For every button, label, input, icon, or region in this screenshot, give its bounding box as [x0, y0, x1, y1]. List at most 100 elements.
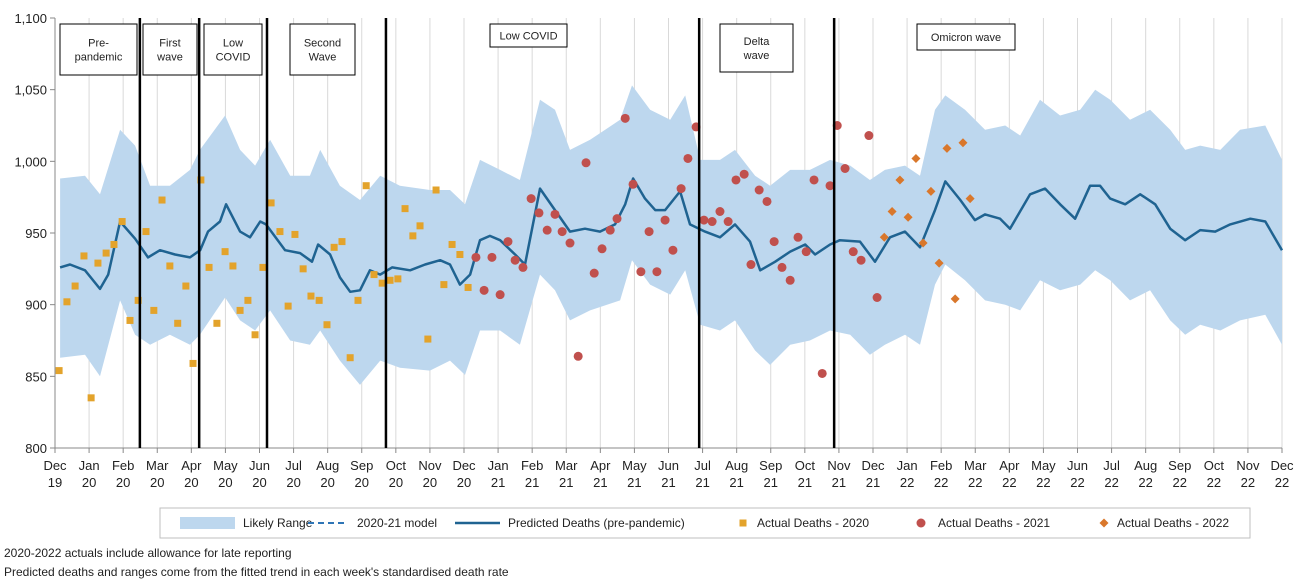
- x-tick-label: Sep 21: [759, 458, 782, 490]
- data-point: [110, 240, 118, 248]
- data-point: [534, 208, 544, 218]
- data-point: [676, 184, 686, 194]
- data-point: [330, 243, 338, 251]
- data-point: [887, 207, 897, 216]
- phase-label: Omicron wave: [931, 32, 1001, 44]
- phase-label-box: [59, 23, 138, 76]
- data-point: [142, 228, 150, 236]
- x-tick-label: Sep 22: [1168, 458, 1191, 490]
- x-tick-label: Nov 20: [418, 458, 442, 490]
- phase-label: wave: [743, 50, 770, 62]
- x-tick-label: Apr 20: [181, 458, 202, 490]
- data-point: [605, 225, 615, 235]
- data-point: [126, 316, 134, 324]
- data-point: [464, 283, 472, 291]
- data-point: [55, 367, 63, 375]
- x-tick-label: Feb 21: [521, 458, 543, 490]
- phase-label-box: [289, 23, 356, 76]
- x-tick-label: Jun 20: [249, 458, 270, 490]
- data-point: [589, 268, 599, 278]
- data-point: [636, 267, 646, 277]
- x-tick-label: Jun 22: [1067, 458, 1088, 490]
- data-point: [495, 290, 505, 300]
- y-tick-label: 1,100: [14, 11, 47, 26]
- x-tick-label: Jul 20: [285, 458, 302, 490]
- data-point: [958, 138, 968, 148]
- data-point: [118, 218, 126, 226]
- phase-label: Low COVID: [499, 31, 557, 43]
- x-tick-label: Feb 20: [112, 458, 134, 490]
- data-point: [840, 164, 850, 173]
- footnote: Predicted deaths and ranges come from th…: [4, 565, 509, 579]
- data-point: [291, 230, 299, 238]
- data-point: [63, 298, 71, 306]
- y-tick-label: 1,000: [14, 154, 47, 169]
- phase-label: Wave: [309, 52, 337, 64]
- x-tick-label: Aug 22: [1134, 458, 1157, 490]
- data-point: [87, 394, 95, 402]
- data-point: [362, 182, 370, 190]
- data-point: [550, 209, 560, 219]
- phase-label: Second: [304, 38, 341, 50]
- data-point: [817, 368, 827, 378]
- x-tick-label: Aug 21: [725, 458, 748, 490]
- y-tick-label: 950: [25, 226, 47, 241]
- x-tick-label: May 20: [213, 458, 238, 490]
- x-tick-label: Jul 22: [1103, 458, 1120, 490]
- data-point: [80, 252, 88, 260]
- data-point: [338, 238, 346, 246]
- data-point: [715, 207, 725, 216]
- data-point: [71, 282, 79, 290]
- data-point: [158, 196, 166, 204]
- phase-label: pandemic: [75, 52, 123, 64]
- x-tick-label: Feb 22: [930, 458, 952, 490]
- likely-range-band: [60, 85, 1283, 385]
- data-point: [739, 169, 749, 179]
- x-tick-label: Mar 20: [146, 458, 169, 490]
- data-point: [94, 259, 102, 267]
- x-tick-label: Dec 22: [1270, 458, 1294, 490]
- data-point: [918, 238, 928, 248]
- data-point: [471, 252, 481, 262]
- data-point: [409, 232, 417, 240]
- x-tick-label: Jan 21: [488, 458, 509, 490]
- data-point: [628, 179, 638, 189]
- data-point: [448, 240, 456, 248]
- data-point: [259, 263, 267, 271]
- data-point: [479, 285, 489, 295]
- phase-label-box: [719, 23, 794, 73]
- data-point: [793, 232, 803, 242]
- data-point: [267, 199, 275, 207]
- data-point: [424, 335, 432, 343]
- data-point: [864, 131, 874, 141]
- predicted-line: [59, 177, 1284, 294]
- legend-swatch: [916, 518, 926, 528]
- x-tick-label: May 22: [1031, 458, 1056, 490]
- data-point: [950, 294, 960, 304]
- data-point: [251, 331, 259, 339]
- data-point: [801, 247, 811, 257]
- data-point: [644, 227, 654, 237]
- y-tick-label: 1,050: [14, 83, 47, 98]
- phase-label-box: [203, 23, 263, 76]
- data-point: [942, 143, 952, 153]
- data-point: [911, 153, 921, 163]
- data-point: [825, 181, 835, 191]
- data-point: [487, 252, 497, 262]
- legend-label: 2020-21 model: [357, 516, 437, 530]
- data-point: [150, 306, 158, 314]
- data-point: [166, 262, 174, 270]
- data-point: [315, 296, 323, 304]
- data-point: [518, 262, 528, 272]
- x-tick-label: Oct 20: [386, 458, 407, 490]
- data-point: [769, 237, 779, 247]
- x-tick-label: May 21: [622, 458, 647, 490]
- x-tick-label: Mar 22: [964, 458, 987, 490]
- data-point: [612, 214, 622, 224]
- data-point: [731, 175, 741, 185]
- data-point: [652, 267, 662, 277]
- data-point: [699, 215, 709, 225]
- data-point: [386, 276, 394, 284]
- data-point: [401, 205, 409, 213]
- x-tick-label: Aug 20: [316, 458, 339, 490]
